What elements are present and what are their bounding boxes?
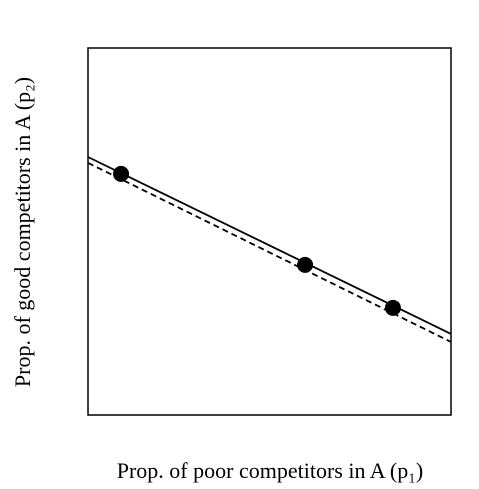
data-point	[384, 299, 401, 316]
data-point	[297, 256, 314, 273]
plot-frame	[87, 47, 452, 416]
data-point	[113, 165, 130, 182]
x-axis-label: Prop. of poor competitors in A (p₁)	[117, 458, 423, 483]
y-axis-label: Prop. of good competitors in A (p₂)	[10, 77, 35, 387]
fit-line	[87, 162, 452, 343]
